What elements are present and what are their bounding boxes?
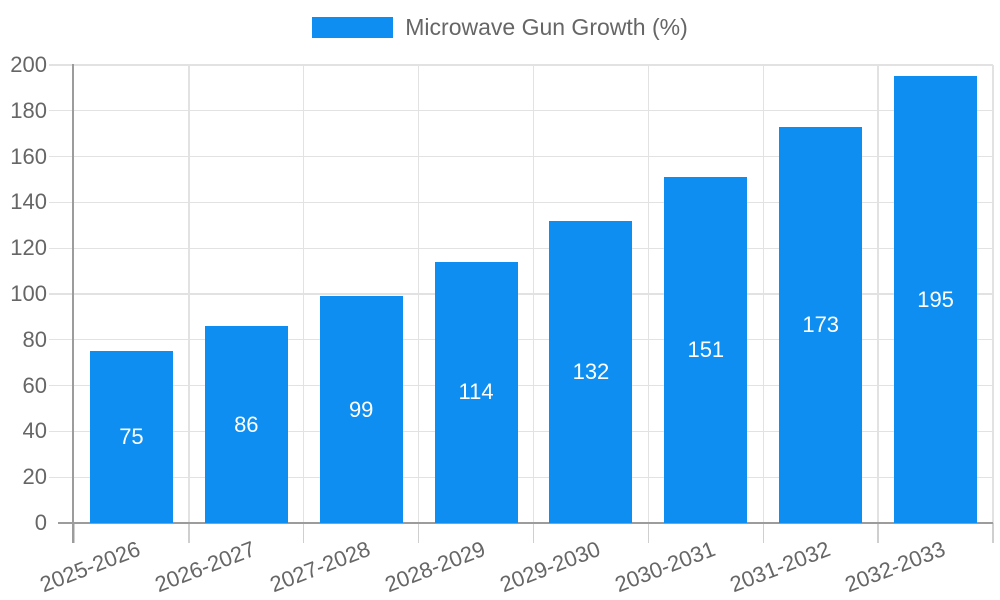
bar-value-label: 173: [802, 311, 840, 337]
gridline-y: [49, 110, 993, 112]
y-tick-label: 180: [10, 97, 47, 123]
x-tick-mark: [532, 523, 535, 543]
y-tick-label: 20: [22, 464, 47, 490]
x-axis-line: [58, 522, 993, 524]
bar[interactable]: [894, 76, 978, 523]
bar[interactable]: [549, 220, 633, 523]
gridline-x: [877, 65, 879, 523]
y-tick-label: 80: [22, 326, 47, 352]
bar-value-label: 151: [687, 337, 725, 363]
legend-label: Microwave Gun Growth (%): [405, 14, 688, 40]
legend-swatch-icon: [312, 17, 394, 39]
y-tick-label: 0: [34, 510, 47, 535]
bar-value-label: 195: [917, 286, 954, 312]
legend-item[interactable]: Microwave Gun Growth (%): [0, 14, 1000, 42]
gridline-y: [49, 476, 993, 478]
bar[interactable]: [319, 296, 403, 523]
gridline-x: [188, 65, 190, 523]
gridline-x: [992, 65, 994, 523]
gridline-y: [49, 384, 993, 387]
x-tick-mark: [303, 523, 305, 543]
gridline-x: [762, 65, 764, 523]
gridline-y: [49, 155, 993, 158]
bar-value-label: 99: [348, 396, 374, 422]
bar[interactable]: [434, 261, 518, 523]
bar-value-label: 132: [572, 358, 610, 384]
y-tick-label: 40: [22, 418, 47, 444]
gridline-y: [49, 339, 993, 341]
gridline-y: [49, 64, 993, 66]
bar[interactable]: [204, 326, 288, 523]
bar-value-label: 86: [234, 411, 259, 437]
bar[interactable]: [779, 126, 863, 523]
x-tick-mark: [417, 523, 420, 543]
y-tick-label: 140: [10, 189, 47, 215]
gridline-x: [532, 65, 535, 523]
x-tick-mark: [188, 523, 190, 543]
y-tick-label: 160: [10, 143, 47, 169]
x-tick-mark: [877, 523, 879, 543]
x-tick-mark: [762, 523, 764, 543]
gridline-y: [49, 201, 993, 204]
gridline-x: [647, 65, 650, 523]
bar[interactable]: [664, 177, 748, 523]
x-tick-mark: [992, 523, 994, 543]
y-axis-line: [72, 64, 74, 543]
bar-value-label: 75: [119, 424, 144, 450]
y-tick-label: 120: [10, 235, 47, 261]
y-tick-label: 60: [22, 372, 47, 398]
bar[interactable]: [89, 351, 173, 523]
x-tick-mark: [647, 523, 650, 543]
y-tick-label: 200: [10, 52, 47, 77]
gridline-y: [49, 247, 993, 249]
bar-value-label: 114: [458, 379, 494, 405]
gridline-y: [49, 430, 993, 433]
gridline-x: [303, 65, 305, 523]
y-tick-label: 100: [10, 281, 47, 306]
gridline-x: [417, 65, 420, 523]
gridline-y: [49, 293, 993, 295]
